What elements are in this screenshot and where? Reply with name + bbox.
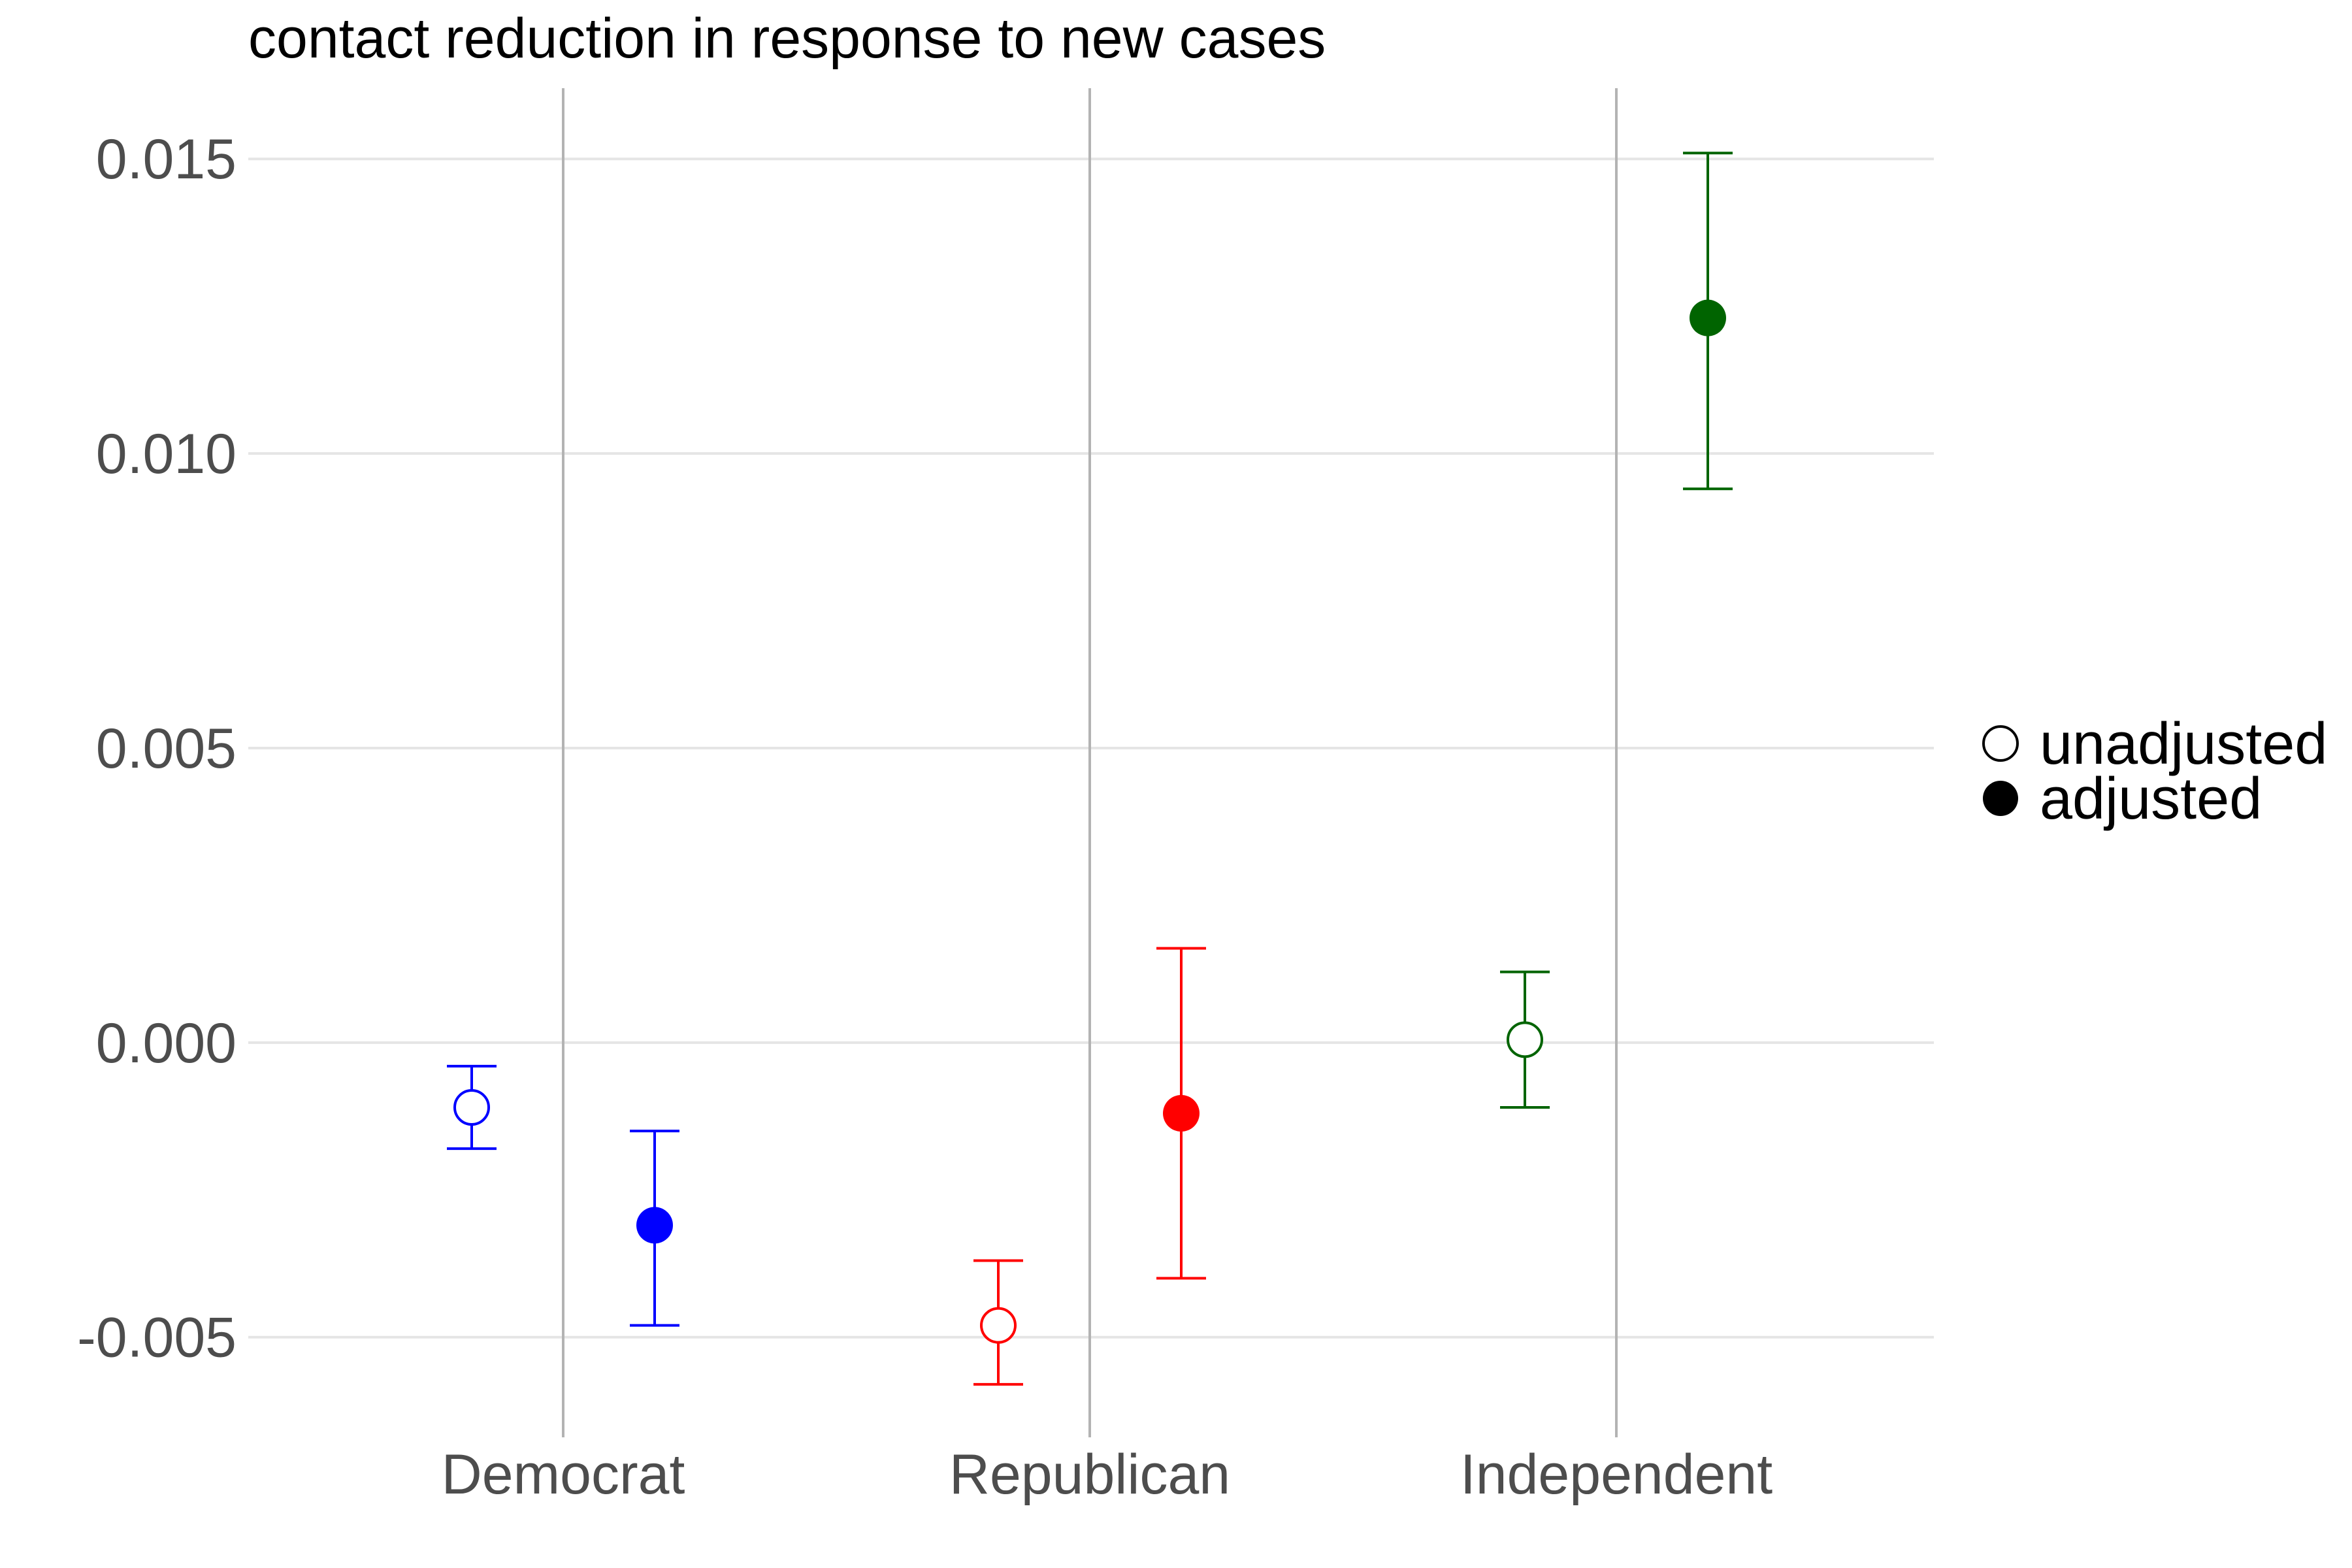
y-tick-label: 0.005 bbox=[96, 717, 237, 780]
x-tick-label: Independent bbox=[1460, 1443, 1772, 1506]
y-tick-label: 0.015 bbox=[96, 128, 237, 191]
y-tick-label: -0.005 bbox=[77, 1307, 237, 1369]
point-unadjusted bbox=[980, 1307, 1017, 1344]
legend-key-adjusted bbox=[1983, 781, 2018, 816]
legend-label: adjusted bbox=[2040, 766, 2262, 832]
vertical-gridlines bbox=[562, 88, 1618, 1437]
point-adjusted bbox=[1690, 299, 1726, 336]
point-unadjusted bbox=[453, 1089, 490, 1126]
legend-label: unadjusted bbox=[2040, 711, 2327, 777]
chart-title: contact reduction in response to new cas… bbox=[248, 7, 1326, 70]
x-axis-ticks: Democrat Republican Independent bbox=[442, 1443, 1773, 1506]
y-axis-ticks: -0.005 0.000 0.005 0.010 0.015 bbox=[77, 128, 237, 1369]
y-tick-label: 0.000 bbox=[96, 1012, 237, 1075]
data-marks bbox=[447, 152, 1733, 1386]
point-adjusted bbox=[636, 1207, 673, 1244]
legend-key-unadjusted bbox=[1982, 725, 2019, 762]
x-tick-label: Republican bbox=[949, 1443, 1230, 1506]
y-tick-label: 0.010 bbox=[96, 423, 237, 485]
point-adjusted bbox=[1163, 1095, 1200, 1132]
point-unadjusted bbox=[1507, 1021, 1543, 1058]
x-tick-label: Democrat bbox=[442, 1443, 685, 1506]
